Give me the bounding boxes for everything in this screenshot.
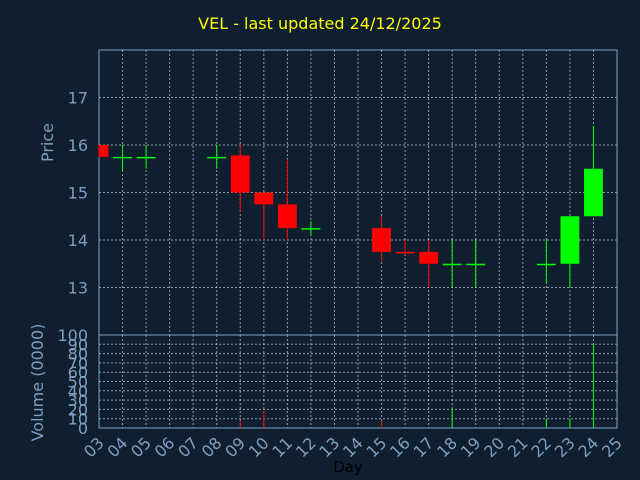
volume-axis-title: Volume (0000) [28, 324, 47, 442]
candle-body-16 [395, 251, 415, 254]
price-tick-label: 17 [68, 89, 88, 108]
volume-tick-label: 70 [68, 354, 88, 373]
candle-body-10 [254, 192, 274, 205]
candle-body-23 [560, 216, 580, 264]
chart-title: VEL - last updated 24/12/2025 [198, 14, 442, 33]
x-tick-label: 25 [598, 433, 626, 461]
candle-body-15 [372, 228, 391, 252]
volume-plot-frame [98, 334, 618, 429]
volume-tick-label: 30 [68, 391, 88, 410]
price-tick-label: 13 [68, 279, 88, 298]
candle-body-05 [136, 156, 156, 159]
volume-tick-label: 100 [57, 326, 88, 345]
candle-body-24 [584, 168, 603, 217]
candle-body-19 [466, 263, 486, 266]
candle-body-09 [230, 155, 250, 193]
price-axis-title: Price [38, 123, 57, 162]
volume-tick-label: 0 [78, 419, 88, 438]
volume-tick-label: 90 [68, 335, 88, 354]
candle-body-03 [99, 145, 109, 157]
candle-body-18 [442, 263, 462, 266]
volume-tick-label: 50 [68, 373, 88, 392]
candle-body-22 [536, 263, 556, 266]
price-tick-label: 15 [68, 184, 88, 203]
candle-body-12 [301, 228, 321, 230]
price-tick-label: 14 [68, 231, 88, 250]
volume-tick-label: 60 [68, 363, 88, 382]
price-tick-label: 16 [68, 136, 88, 155]
candle-body-11 [277, 204, 297, 229]
candle-body-04 [113, 156, 132, 159]
volume-tick-label: 20 [68, 400, 88, 419]
x-axis-title: Day [333, 458, 363, 476]
candle-body-17 [419, 251, 439, 264]
volume-tick-label: 80 [68, 345, 88, 364]
volume-tick-label: 10 [68, 410, 88, 429]
candle-body-08 [207, 156, 227, 159]
volume-tick-label: 40 [68, 382, 88, 401]
